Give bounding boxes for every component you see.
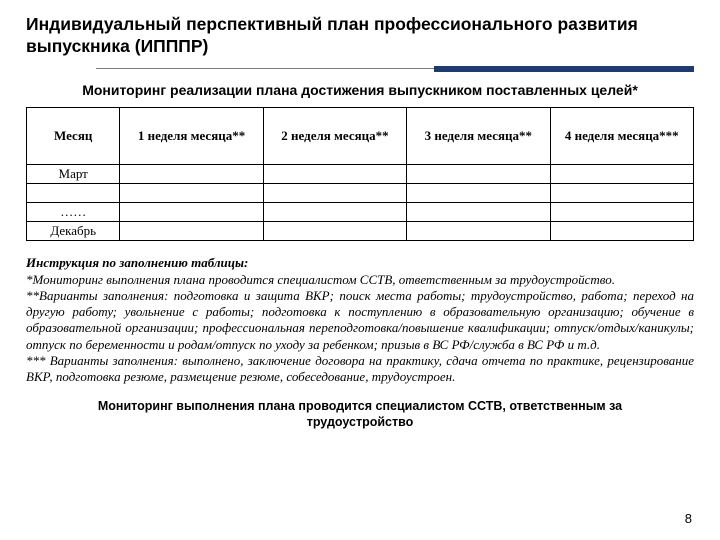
cell: [407, 203, 550, 222]
instructions-p1: *Мониторинг выполнения плана проводится …: [26, 272, 694, 288]
instructions-header: Инструкция по заполнению таблицы:: [26, 255, 694, 271]
page-number: 8: [685, 511, 692, 526]
th-week4: 4 неделя месяца***: [550, 108, 693, 165]
cell: [120, 203, 263, 222]
cell: ……: [27, 203, 120, 222]
cell: [550, 184, 693, 203]
instructions-p3: *** Варианты заполнения: выполнено, закл…: [26, 353, 694, 386]
table-row: [27, 184, 694, 203]
cell: [550, 222, 693, 241]
cell: [120, 222, 263, 241]
cell: [120, 184, 263, 203]
divider: [96, 66, 694, 72]
th-month: Месяц: [27, 108, 120, 165]
instructions-p2: **Варианты заполнения: подготовка и защи…: [26, 288, 694, 353]
cell: [263, 203, 406, 222]
cell: [27, 184, 120, 203]
cell: Март: [27, 165, 120, 184]
th-week2: 2 неделя месяца**: [263, 108, 406, 165]
footer-note: Мониторинг выполнения плана проводится с…: [26, 399, 694, 430]
table-header-row: Месяц 1 неделя месяца** 2 неделя месяца*…: [27, 108, 694, 165]
cell: Декабрь: [27, 222, 120, 241]
table-row: Март: [27, 165, 694, 184]
cell: [407, 165, 550, 184]
cell: [263, 222, 406, 241]
cell: [263, 165, 406, 184]
divider-thick: [434, 66, 694, 72]
table-row: ……: [27, 203, 694, 222]
cell: [263, 184, 406, 203]
page-title: Индивидуальный перспективный план профес…: [26, 14, 694, 58]
instructions-block: Инструкция по заполнению таблицы: *Монит…: [26, 255, 694, 385]
th-week1: 1 неделя месяца**: [120, 108, 263, 165]
cell: [120, 165, 263, 184]
section-subtitle: Мониторинг реализации плана достижения в…: [26, 82, 694, 100]
cell: [407, 222, 550, 241]
cell: [550, 165, 693, 184]
cell: [407, 184, 550, 203]
monitoring-table: Месяц 1 неделя месяца** 2 неделя месяца*…: [26, 107, 694, 241]
table-row: Декабрь: [27, 222, 694, 241]
cell: [550, 203, 693, 222]
th-week3: 3 неделя месяца**: [407, 108, 550, 165]
